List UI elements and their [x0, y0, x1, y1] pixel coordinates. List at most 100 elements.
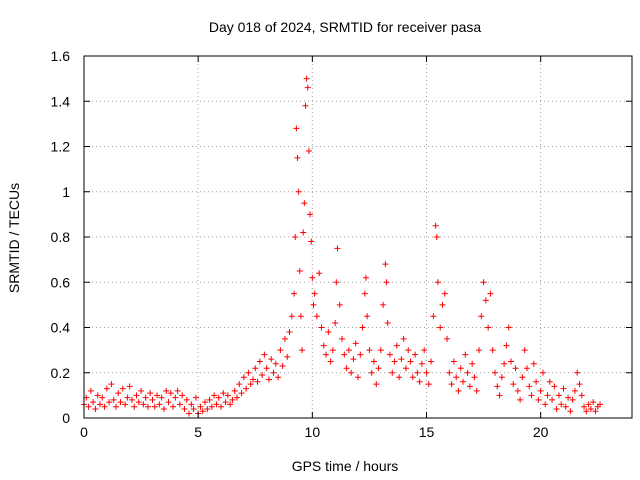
- data-point: [576, 381, 583, 388]
- data-point: [222, 399, 229, 406]
- data-point: [423, 369, 430, 376]
- data-point: [444, 335, 451, 342]
- data-point: [115, 390, 122, 397]
- data-point: [521, 347, 528, 354]
- data-point: [487, 290, 494, 297]
- data-point: [96, 401, 103, 408]
- data-point: [281, 335, 288, 342]
- data-point: [389, 369, 396, 376]
- data-point: [103, 385, 110, 392]
- data-point: [558, 401, 565, 408]
- data-point: [202, 399, 209, 406]
- data-point: [569, 396, 576, 403]
- data-point: [199, 408, 206, 415]
- data-point: [135, 399, 142, 406]
- data-point: [307, 211, 314, 218]
- data-point: [288, 313, 295, 320]
- data-point: [565, 394, 572, 401]
- data-point: [122, 401, 129, 408]
- data-point: [462, 351, 469, 358]
- data-point: [482, 297, 489, 304]
- data-point: [396, 374, 403, 381]
- data-point: [350, 356, 357, 363]
- y-tick-label: 0.8: [51, 229, 71, 245]
- data-point: [218, 403, 224, 410]
- data-point: [359, 324, 366, 331]
- data-point: [530, 360, 537, 367]
- data-point: [533, 378, 540, 385]
- data-point: [448, 381, 455, 388]
- data-point: [560, 385, 567, 392]
- data-point: [151, 403, 158, 410]
- data-point: [188, 401, 195, 408]
- data-point: [400, 335, 407, 342]
- data-point: [514, 387, 521, 394]
- data-point: [450, 358, 457, 365]
- x-tick-label: 10: [305, 424, 321, 440]
- x-tick-label: 0: [80, 424, 88, 440]
- data-point: [441, 290, 448, 297]
- data-point: [457, 365, 464, 372]
- data-point: [471, 374, 478, 381]
- data-point: [587, 405, 594, 412]
- data-point: [380, 301, 387, 308]
- data-point: [293, 125, 300, 132]
- data-point: [301, 200, 308, 207]
- data-point: [332, 319, 339, 326]
- data-point: [106, 399, 113, 406]
- data-point: [578, 392, 585, 399]
- data-point: [92, 405, 99, 412]
- data-point: [233, 394, 240, 401]
- data-point: [355, 374, 361, 381]
- data-point: [117, 399, 124, 406]
- data-point: [163, 387, 170, 394]
- data-point: [192, 394, 199, 401]
- data-point: [309, 274, 316, 281]
- data-point: [386, 351, 393, 358]
- data-point: [297, 313, 304, 320]
- data-point: [112, 403, 119, 410]
- data-point: [373, 381, 380, 388]
- data-point: [469, 360, 476, 367]
- data-point: [464, 369, 471, 376]
- chart-title: Day 018 of 2024, SRMTID for receiver pas…: [209, 19, 482, 35]
- data-point: [144, 403, 151, 410]
- data-point: [428, 358, 435, 365]
- data-point: [277, 347, 284, 354]
- data-point: [437, 324, 444, 331]
- data-point: [160, 405, 167, 412]
- data-point: [391, 358, 398, 365]
- data-point: [574, 369, 581, 376]
- data-point: [190, 405, 197, 412]
- data-point: [473, 387, 480, 394]
- data-point: [149, 396, 156, 403]
- data-point: [526, 383, 533, 390]
- data-point: [208, 403, 215, 410]
- data-point: [398, 356, 405, 363]
- data-point: [259, 372, 266, 379]
- data-point: [245, 369, 252, 376]
- data-point: [571, 387, 578, 394]
- data-point: [310, 301, 317, 308]
- data-point: [165, 399, 172, 406]
- data-point: [119, 385, 126, 392]
- data-point: [154, 392, 161, 399]
- data-point: [254, 378, 261, 385]
- axis-ticks: [83, 55, 632, 419]
- data-point: [224, 392, 231, 399]
- data-point: [476, 347, 483, 354]
- data-point: [433, 234, 440, 240]
- data-point: [339, 335, 346, 342]
- data-point: [316, 270, 323, 277]
- data-point: [498, 374, 505, 381]
- data-point: [562, 403, 569, 410]
- data-point: [503, 342, 510, 349]
- data-point: [305, 148, 312, 155]
- data-point: [131, 403, 138, 410]
- data-point: [227, 401, 234, 408]
- data-point: [270, 369, 277, 376]
- data-point: [375, 365, 382, 372]
- data-point: [432, 222, 439, 229]
- data-point: [318, 324, 325, 331]
- data-point: [383, 279, 390, 286]
